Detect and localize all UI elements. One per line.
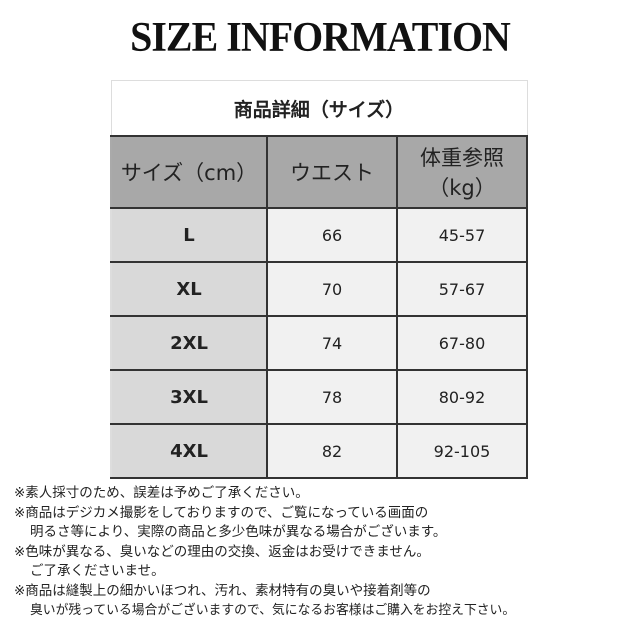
table-row: L 66 45-57 — [110, 207, 528, 263]
note-line: ご了承くださいませ。 — [30, 563, 165, 579]
table-row: 2XL 74 67-80 — [110, 315, 528, 371]
note-line: 臭いが残っている場合がございますので、気になるお客様はご購入をお控え下さい。 — [30, 603, 516, 618]
page-title: SIZE INFORMATION — [130, 15, 511, 61]
header-weight-line2: （kg） — [428, 176, 496, 200]
note-line: ※商品は縫製上の細かいほつれ、汚れ、素材特有の臭いや接着剤等の — [14, 582, 431, 599]
table-caption: 商品詳細（サイズ） — [110, 80, 528, 137]
waist-cell: 70 — [266, 261, 398, 317]
size-cell: XL — [110, 261, 268, 317]
notes: ※素人採寸のため、誤差は予めご了承ください。 ※商品はデジカメ撮影をしております… — [14, 484, 515, 621]
weight-cell: 57-67 — [396, 261, 528, 317]
waist-cell: 74 — [266, 315, 398, 371]
note-line: ※色味が異なる、臭いなどの理由の交換、返金はお受けできません。 — [14, 543, 430, 560]
weight-cell: 92-105 — [396, 423, 528, 479]
weight-cell: 45-57 — [396, 207, 528, 263]
waist-cell: 82 — [266, 423, 398, 479]
note-line: ※商品はデジカメ撮影をしておりますので、ご覧になっている画面の — [14, 504, 429, 521]
note-line: ※素人採寸のため、誤差は予めご了承ください。 — [14, 485, 309, 501]
size-cell: 2XL — [110, 315, 268, 371]
table-row: XL 70 57-67 — [110, 261, 528, 317]
header-size: サイズ（cm） — [110, 135, 268, 209]
size-cell: 4XL — [110, 423, 268, 479]
header-row: サイズ（cm） ウエスト 体重参照 （kg） — [110, 135, 528, 209]
weight-cell: 67-80 — [396, 315, 528, 371]
note-line: 明るさ等により、実際の商品と多少色味が異なる場合がございます。 — [30, 524, 447, 540]
size-cell: L — [110, 207, 268, 263]
header-weight: 体重参照 （kg） — [396, 135, 528, 209]
waist-cell: 78 — [266, 369, 398, 425]
header-waist: ウエスト — [266, 135, 398, 209]
header-weight-line1: 体重参照 — [420, 146, 504, 170]
size-cell: 3XL — [110, 369, 268, 425]
size-table: 商品詳細（サイズ） サイズ（cm） ウエスト 体重参照 （kg） L 66 45-57… — [110, 80, 528, 479]
weight-cell: 80-92 — [396, 369, 528, 425]
table-row: 4XL 82 92-105 — [110, 423, 528, 479]
table-row: 3XL 78 80-92 — [110, 369, 528, 425]
waist-cell: 66 — [266, 207, 398, 263]
